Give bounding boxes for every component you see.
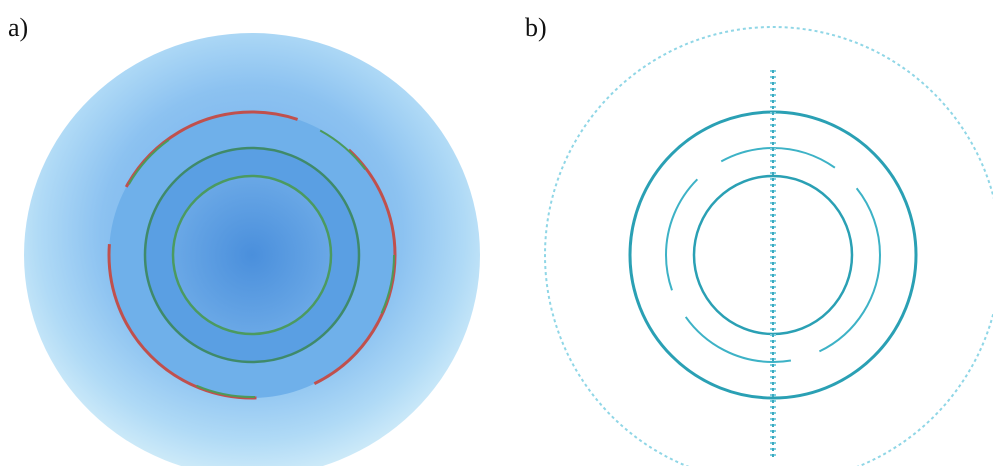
ring: [143, 146, 361, 364]
ring: [109, 112, 395, 398]
inner-disk: [173, 176, 331, 334]
panel-a: a): [8, 13, 480, 466]
ring: [171, 174, 333, 336]
panel-label: b): [525, 13, 547, 42]
panel-b: b): [525, 13, 993, 466]
ring: [544, 26, 993, 466]
panel-label: a): [8, 13, 28, 42]
